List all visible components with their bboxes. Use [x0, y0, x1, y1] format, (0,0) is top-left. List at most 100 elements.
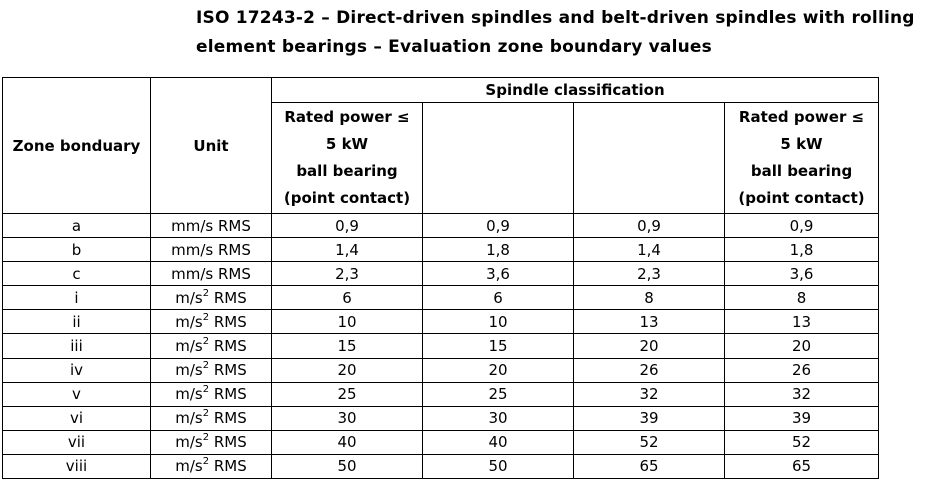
zone-boundary-header: Zone bonduary	[2, 77, 151, 214]
document-title-line-2: element bearings – Evaluation zone bound…	[196, 37, 712, 57]
unit-exponent: 2	[202, 311, 210, 323]
document-title: ISO 17243-2 – Direct-driven spindles and…	[196, 4, 925, 62]
value-cell: 20	[723, 333, 880, 359]
unit-cell: m/s2 RMS	[150, 405, 272, 431]
value-cell: 32	[723, 381, 880, 407]
unit-header: Unit	[150, 77, 272, 214]
unit-base: mm/s RMS	[171, 216, 251, 235]
class-header-1-line-3: ball bearing	[296, 162, 398, 180]
value-cell: 2,3	[573, 261, 725, 287]
value-cell: 40	[271, 429, 423, 455]
unit-cell: m/s2 RMS	[150, 309, 272, 335]
table-row: vi m/s2 RMS 30 30 39 39	[2, 405, 880, 431]
value-cell: 20	[422, 357, 574, 383]
unit-exponent: 2	[202, 408, 210, 420]
unit-base: m/s	[175, 457, 203, 476]
unit-suffix: RMS	[209, 361, 247, 380]
value-cell: 32	[573, 381, 725, 407]
unit-exponent: 2	[202, 360, 210, 372]
unit-base: m/s	[175, 361, 203, 380]
value-cell: 52	[573, 429, 725, 455]
table-row: vii m/s2 RMS 40 40 52 52	[2, 429, 880, 455]
unit-cell: m/s2 RMS	[150, 453, 272, 480]
unit-suffix: RMS	[209, 288, 247, 307]
zone-boundary-table: Zone bonduary Unit Spindle classificatio…	[2, 77, 880, 480]
spindle-classification-header: Spindle classification	[270, 77, 880, 103]
class-header-4-line-1: Rated power ≤	[738, 108, 865, 126]
document-title-line-1: ISO 17243-2 – Direct-driven spindles and…	[196, 8, 915, 28]
zone-cell: viii	[2, 453, 151, 480]
zone-cell: ii	[2, 309, 151, 335]
value-cell: 0,9	[723, 212, 880, 239]
value-cell: 10	[271, 309, 423, 335]
value-cell: 6	[422, 285, 574, 311]
class-header-4-line-3: ball bearing	[750, 162, 853, 180]
unit-suffix: RMS	[209, 457, 247, 476]
value-cell: 30	[271, 405, 423, 431]
table-row: i m/s2 RMS 6 6 8 8	[2, 285, 880, 311]
table-row: c mm/s RMS 2,3 3,6 2,3 3,6	[2, 261, 880, 287]
value-cell: 50	[422, 453, 574, 480]
unit-cell: m/s2 RMS	[150, 333, 272, 359]
table-row: b mm/s RMS 1,4 1,8 1,4 1,8	[2, 237, 880, 263]
value-cell: 25	[422, 381, 574, 407]
table-row: viii m/s2 RMS 50 50 65 65	[2, 453, 880, 480]
value-cell: 6	[271, 285, 423, 311]
class-header-4-line-4: (point contact)	[738, 189, 865, 207]
header-row-sub: Rated power ≤ 5 kW ball bearing (point c…	[3, 102, 880, 214]
value-cell: 25	[271, 381, 423, 407]
table-row: iii m/s2 RMS 15 15 20 20	[2, 333, 880, 359]
class-header-1-line-1: Rated power ≤	[284, 108, 410, 126]
unit-cell: mm/s RMS	[150, 212, 272, 239]
value-cell: 20	[271, 357, 423, 383]
value-cell: 8	[723, 285, 880, 311]
unit-base: m/s	[175, 288, 203, 307]
value-cell: 0,9	[422, 212, 574, 239]
class-header-4: Rated power ≤ 5 kW ball bearing (point c…	[723, 102, 880, 214]
unit-base: m/s	[175, 409, 203, 428]
zone-cell: iii	[2, 333, 151, 359]
value-cell: 39	[723, 405, 880, 431]
value-cell: 1,8	[723, 237, 880, 263]
value-cell: 0,9	[573, 212, 725, 239]
zone-cell: i	[2, 285, 151, 311]
value-cell: 15	[422, 333, 574, 359]
value-cell: 39	[573, 405, 725, 431]
unit-cell: m/s2 RMS	[150, 357, 272, 383]
unit-suffix: RMS	[209, 312, 247, 331]
value-cell: 20	[573, 333, 725, 359]
class-header-4-line-2: 5 kW	[780, 135, 823, 153]
value-cell: 0,9	[271, 212, 423, 239]
unit-base: mm/s RMS	[171, 240, 251, 259]
unit-exponent: 2	[202, 336, 210, 348]
table-row: a mm/s RMS 0,9 0,9 0,9 0,9	[2, 212, 880, 239]
zone-cell: vii	[2, 429, 151, 455]
unit-exponent: 2	[202, 287, 210, 299]
value-cell: 26	[573, 357, 725, 383]
table-row: v m/s2 RMS 25 25 32 32	[2, 381, 880, 407]
zone-cell: v	[2, 381, 151, 407]
unit-base: m/s	[175, 312, 203, 331]
value-cell: 8	[573, 285, 725, 311]
value-cell: 15	[271, 333, 423, 359]
table-row: iv m/s2 RMS 20 20 26 26	[2, 357, 880, 383]
unit-base: m/s	[175, 337, 203, 356]
value-cell: 1,8	[422, 237, 574, 263]
unit-exponent: 2	[202, 456, 210, 468]
unit-base: m/s	[175, 385, 203, 404]
class-header-1-line-4: (point contact)	[283, 189, 411, 207]
value-cell: 13	[723, 309, 880, 335]
value-cell: 26	[723, 357, 880, 383]
value-cell: 13	[573, 309, 725, 335]
unit-base: mm/s RMS	[171, 264, 251, 283]
value-cell: 40	[422, 429, 574, 455]
unit-suffix: RMS	[209, 337, 247, 356]
class-header-3	[573, 102, 725, 214]
zone-cell: c	[2, 261, 151, 287]
table-body: a mm/s RMS 0,9 0,9 0,9 0,9 b mm/s RMS 1,4 1,8 1,4 1…	[2, 212, 880, 480]
zone-cell: iv	[2, 357, 151, 383]
unit-cell: m/s2 RMS	[150, 285, 272, 311]
value-cell: 30	[422, 405, 574, 431]
unit-suffix: RMS	[209, 433, 247, 452]
class-header-1: Rated power ≤ 5 kW ball bearing (point c…	[271, 102, 423, 214]
